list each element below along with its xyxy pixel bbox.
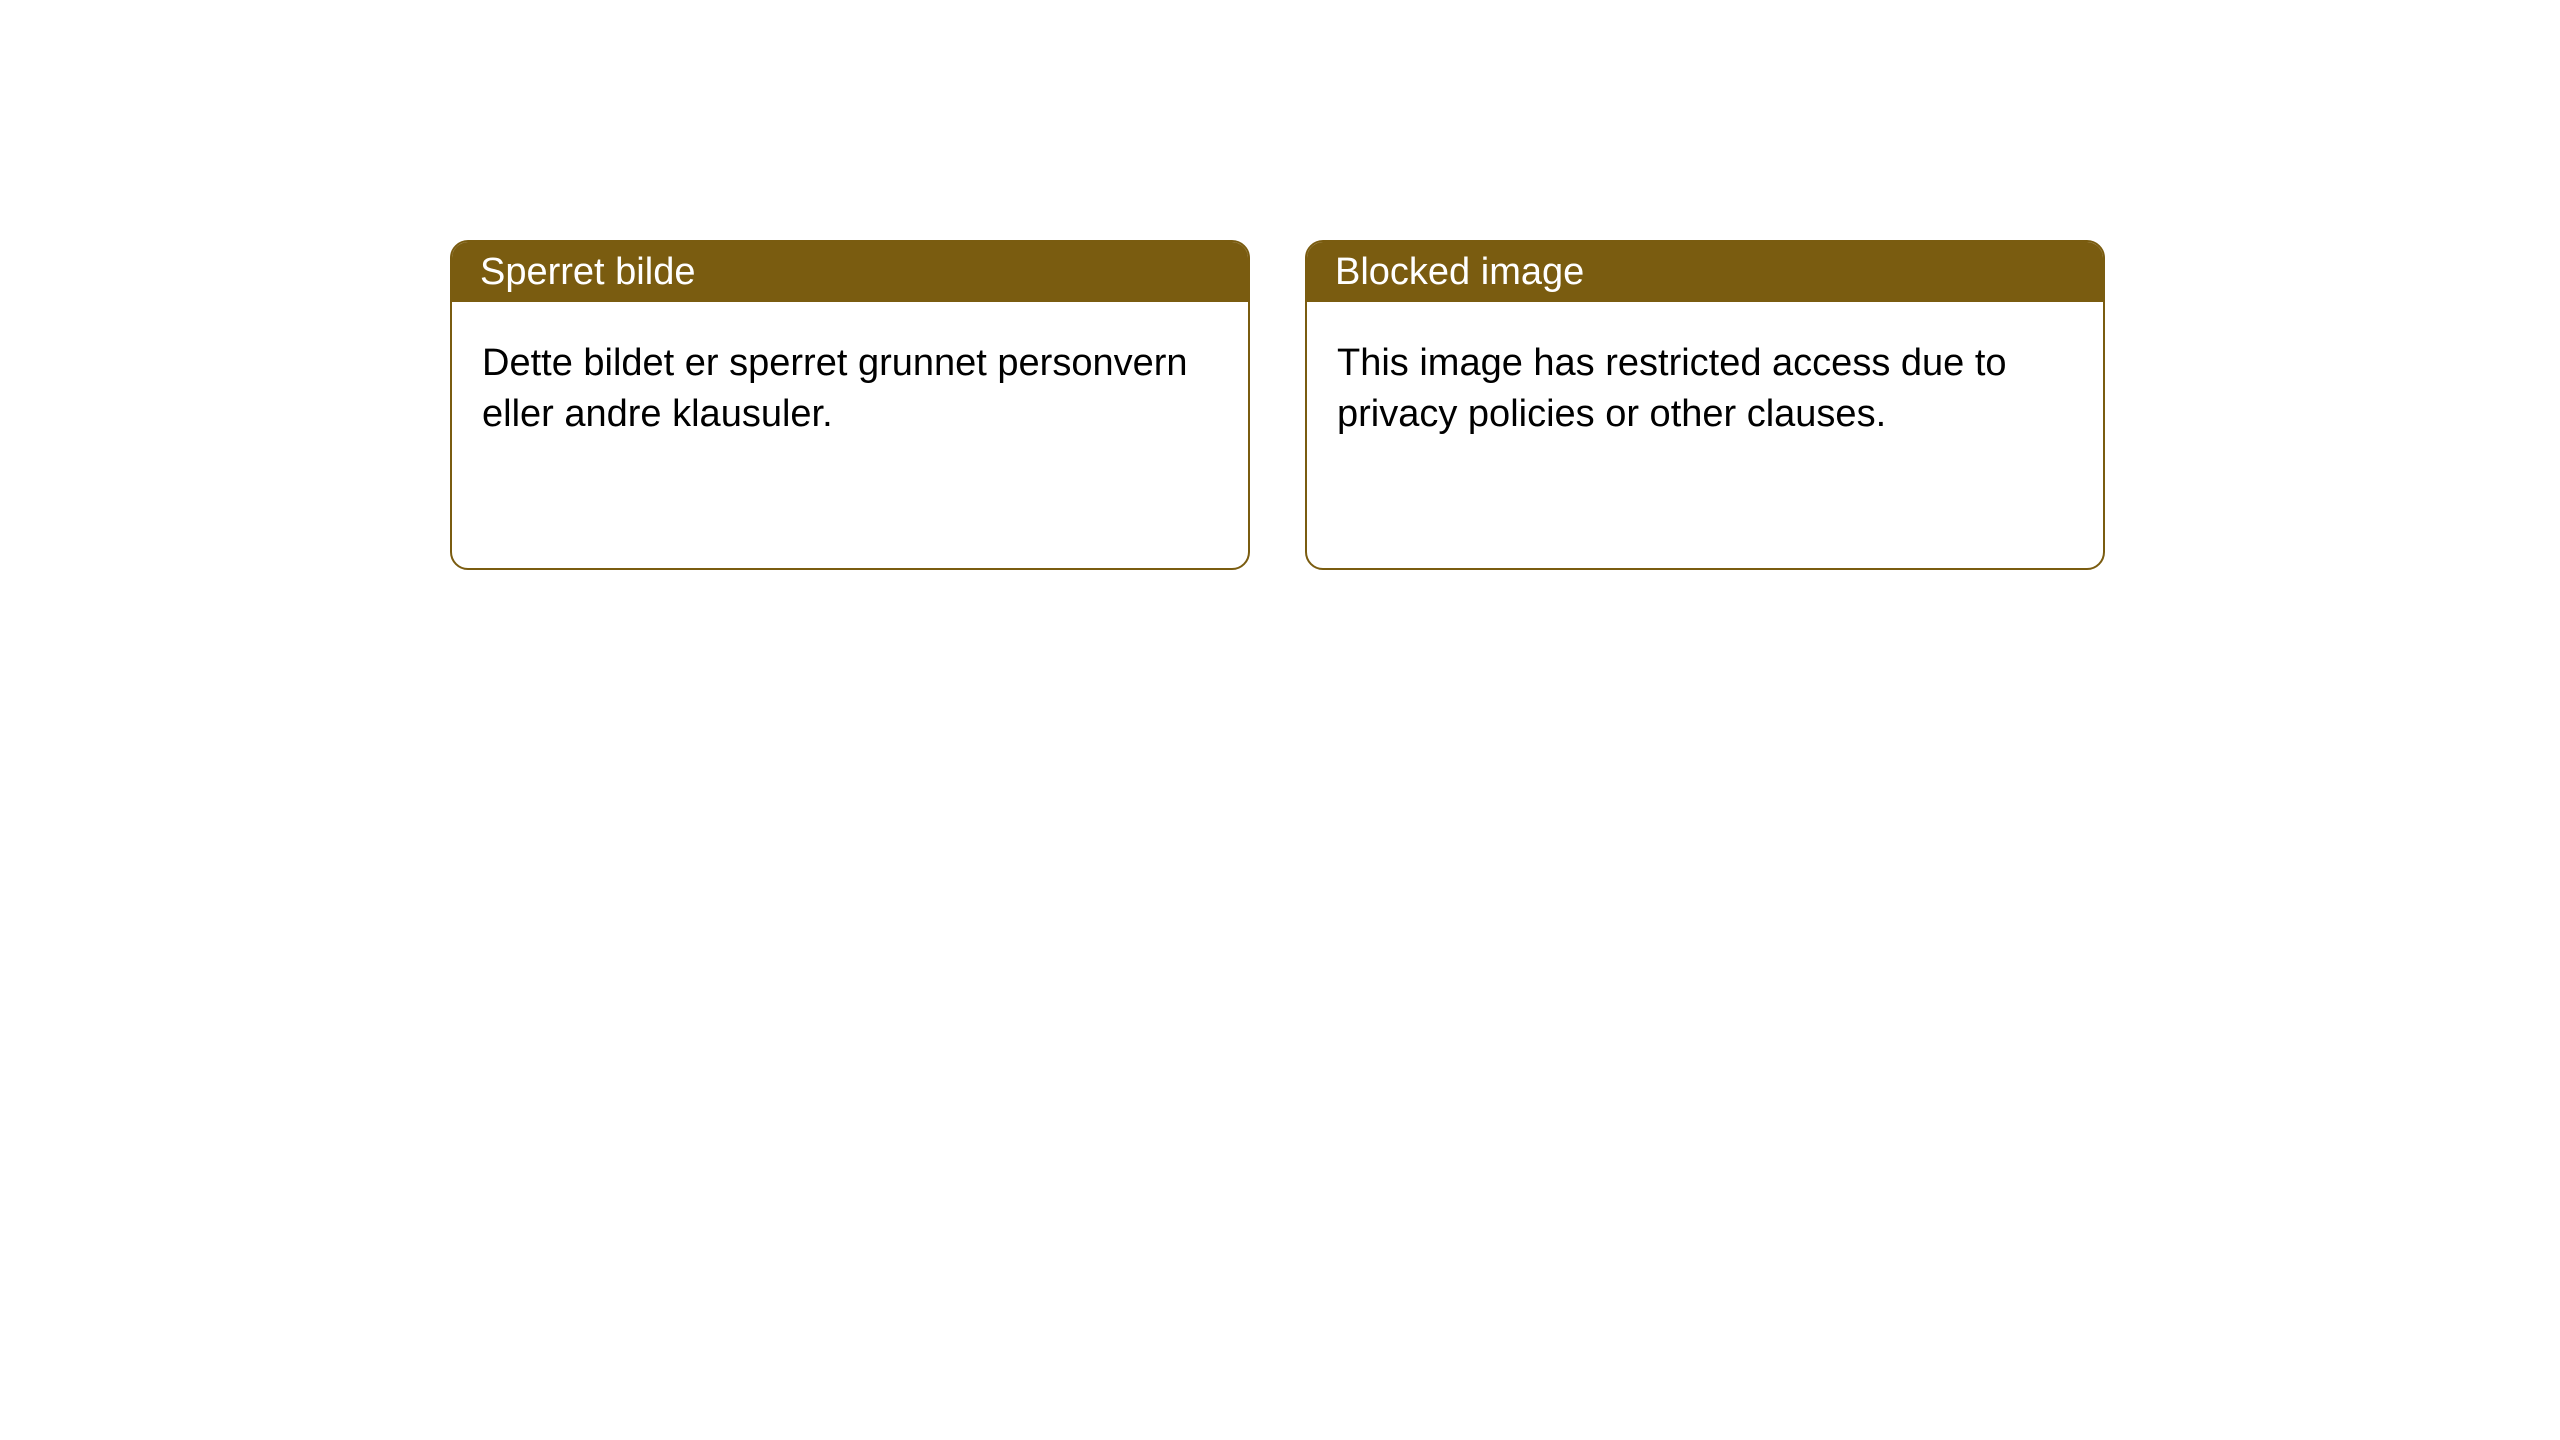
notice-cards-container: Sperret bilde Dette bildet er sperret gr… [0,0,2560,570]
card-body: This image has restricted access due to … [1307,302,2103,477]
card-body-text: This image has restricted access due to … [1337,342,2007,435]
card-body-text: Dette bildet er sperret grunnet personve… [482,342,1188,435]
card-title: Blocked image [1335,251,1584,294]
card-header: Blocked image [1307,242,2103,302]
notice-card-english: Blocked image This image has restricted … [1305,240,2105,570]
notice-card-norwegian: Sperret bilde Dette bildet er sperret gr… [450,240,1250,570]
card-body: Dette bildet er sperret grunnet personve… [452,302,1248,477]
card-header: Sperret bilde [452,242,1248,302]
card-title: Sperret bilde [480,251,695,294]
